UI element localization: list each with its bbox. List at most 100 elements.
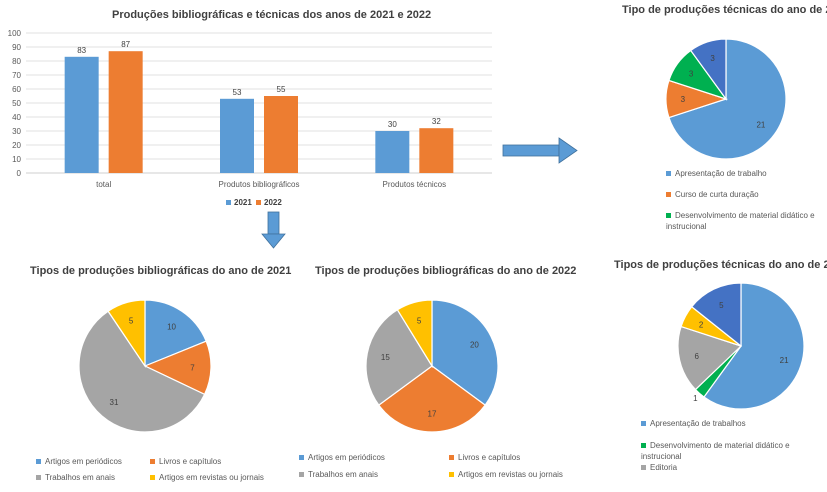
legend-label: Desenvolvimento de material didático e i… (666, 211, 815, 231)
bar-2021-2 (375, 131, 410, 173)
chart-title-bib2021: Tipos de produções bibliográficas do ano… (30, 265, 292, 277)
bar-2021-1 (220, 98, 254, 173)
legend-item-tec2022: Apresentação de trabalhos (641, 418, 811, 429)
slice-value-label: 21 (756, 120, 765, 129)
legend-item-bib2021: Livros e capítulos (150, 457, 221, 466)
slice-value-label: 3 (710, 54, 715, 63)
legend-label: Editoria (650, 463, 678, 472)
y-tick-label: 70 (12, 71, 21, 80)
chart-title-tec2021: Tipo de produções técnicas do ano de 202… (622, 4, 827, 16)
legend-label: Artigos em periódicos (308, 453, 385, 462)
data-label: 55 (277, 85, 286, 94)
arrow-down-icon (261, 211, 286, 249)
y-tick-label: 0 (17, 169, 22, 178)
pie-slice-tec2021-3 (689, 38, 727, 101)
legend-swatch (299, 455, 304, 461)
slice-value-label: 1 (693, 394, 698, 403)
legend-swatch (36, 475, 41, 481)
slice-value-label: 15 (381, 353, 390, 362)
legend-swatch (641, 443, 646, 449)
legend-item-tec2021: Desenvolvimento de material didático e i… (666, 210, 827, 232)
y-tick-label: 60 (12, 85, 21, 94)
data-label: 30 (388, 120, 397, 129)
legend-label: Trabalhos em anais (45, 473, 115, 482)
legend-swatch (449, 455, 454, 461)
legend-item-bib2022: Artigos em periódicos (299, 453, 385, 462)
legend-swatch (666, 213, 671, 219)
legend-swatch (36, 459, 41, 465)
legend-label: Trabalhos em anais (308, 470, 378, 479)
slice-value-label: 2 (699, 321, 704, 330)
y-tick-label: 80 (12, 57, 21, 66)
pie-slice-tec2022-2 (677, 325, 743, 391)
legend-item-bib2022: Trabalhos em anais (299, 470, 378, 479)
legend-item-tec2021: Curso de curta duração (666, 189, 827, 200)
chart-title-totals: Produções bibliográficas e técnicas dos … (112, 9, 432, 21)
slice-value-label: 3 (689, 70, 694, 79)
legend-label: Artigos em revistas ou jornais (458, 470, 563, 479)
legend-item-bib2021: Artigos em revistas ou jornais (150, 473, 264, 482)
legend-swatch (150, 459, 155, 465)
legend-item-bib2022: Livros e capítulos (449, 453, 520, 462)
slice-value-label: 6 (695, 352, 700, 361)
slice-value-label: 20 (470, 341, 479, 350)
pie-slice-tec2022-4 (690, 282, 742, 348)
pie-slice-bib2022-0 (431, 299, 499, 406)
legend-swatch (449, 472, 454, 478)
bar-2021-0 (64, 56, 99, 173)
slice-value-label: 31 (110, 398, 119, 407)
legend-item-bib2021: Trabalhos em anais (36, 473, 115, 482)
legend-label: Livros e capítulos (159, 457, 222, 466)
legend-label: 2021 (234, 198, 252, 207)
legend-swatch (666, 171, 671, 177)
legend-label: Apresentação de trabalhos (650, 419, 746, 428)
y-tick-label: 40 (12, 113, 21, 122)
legend-swatch (666, 192, 671, 198)
data-label: 83 (77, 46, 86, 55)
legend-label: Curso de curta duração (675, 190, 759, 199)
y-tick-label: 10 (12, 155, 21, 164)
data-label: 32 (432, 117, 441, 126)
legend-label: Artigos em revistas ou jornais (159, 473, 264, 482)
legend-swatch (641, 421, 646, 427)
slice-value-label: 5 (719, 301, 724, 310)
slice-value-label: 21 (780, 356, 789, 365)
legend-item-bib2021: Artigos em periódicos (36, 457, 122, 466)
pie-slice-tec2022-0 (703, 282, 805, 410)
slice-value-label: 5 (129, 317, 134, 326)
legend-item-tec2021: Apresentação de trabalho (666, 168, 827, 179)
slice-value-label: 3 (681, 95, 686, 104)
y-tick-label: 90 (12, 43, 21, 52)
legend-label: 2022 (264, 198, 282, 207)
arrow-right-icon (502, 137, 578, 164)
data-label: 53 (233, 88, 242, 97)
y-tick-label: 30 (12, 127, 21, 136)
legend-label: Livros e capítulos (458, 453, 521, 462)
pie-slice-bib2022-3 (396, 299, 433, 369)
legend-swatch (299, 472, 304, 478)
pie-slice-bib2021-3 (107, 299, 146, 368)
legend-label: Artigos em periódicos (45, 457, 122, 466)
bar-2022-0 (108, 51, 143, 174)
y-tick-label: 20 (12, 141, 21, 150)
legend-label: Desenvolvimento de material didático e i… (641, 441, 790, 461)
slice-value-label: 5 (417, 316, 422, 325)
legend-swatch (226, 200, 231, 205)
pie-slice-bib2022-1 (377, 365, 487, 433)
legend-item-tec2022: Desenvolvimento de material didático e i… (641, 440, 811, 462)
x-tick-label: Produtos técnicos (383, 180, 447, 189)
pie-slice-bib2021-2 (78, 310, 206, 433)
x-tick-label: Produtos bibliográficos (219, 180, 300, 189)
legend-swatch (150, 475, 155, 481)
pie-slice-bib2021-0 (144, 299, 207, 367)
pie-slice-bib2022-2 (365, 308, 433, 406)
slice-value-label: 7 (190, 363, 195, 372)
y-tick-label: 50 (12, 99, 21, 108)
legend-label: Apresentação de trabalho (675, 169, 767, 178)
bar-2022-1 (264, 96, 298, 173)
legend-item-bib2022: Artigos em revistas ou jornais (449, 470, 563, 479)
bar-2022-2 (419, 128, 454, 173)
y-tick-label: 100 (8, 29, 22, 38)
chart-title-tec2022: Tipos de produções técnicas do ano de 20… (614, 259, 827, 271)
